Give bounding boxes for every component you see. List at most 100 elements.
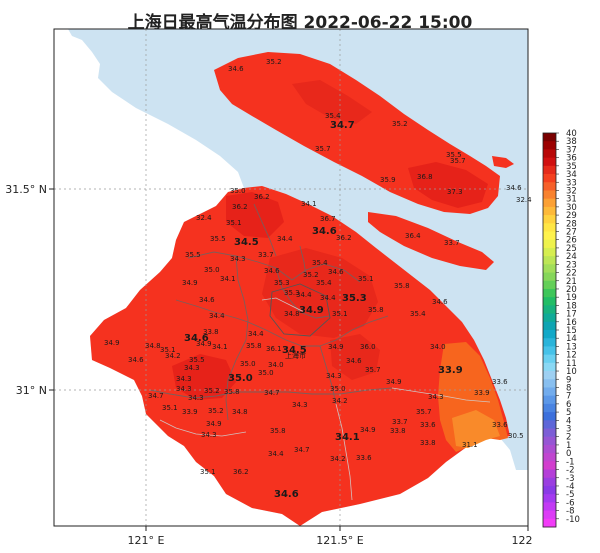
temp-label: 34.3 <box>184 364 200 372</box>
colorbar-label: -3 <box>566 474 574 484</box>
temp-label: 35.0 <box>258 369 274 377</box>
temp-label: 35.9 <box>380 176 396 184</box>
colorbar-label: 24 <box>566 252 577 262</box>
temp-label: 35.2 <box>303 271 319 279</box>
temp-label: 34.4 <box>268 450 284 458</box>
temp-label: 34.2 <box>165 352 181 360</box>
hot-region-west <box>172 354 236 400</box>
temp-label: 35.7 <box>315 145 331 153</box>
colorbar-label: 28 <box>566 219 577 229</box>
colorbar-swatch <box>543 502 556 511</box>
colorbar-swatch <box>543 141 556 150</box>
colorbar-label: 17 <box>566 310 577 320</box>
temp-label: 35.8 <box>270 427 286 435</box>
temp-label: 34.3 <box>230 255 246 263</box>
city-center <box>269 283 331 337</box>
colorbar-label: -4 <box>566 482 574 492</box>
colorbar-label: 0 <box>566 449 571 459</box>
temp-label: 34.1 <box>335 432 360 443</box>
temp-label: 36.2 <box>254 193 270 201</box>
colorbar-label: 10 <box>566 367 577 377</box>
temp-label: 33.9 <box>182 408 198 416</box>
colorbar-label: 40 <box>566 129 577 139</box>
temp-label: 36.7 <box>320 215 336 223</box>
temp-label: 34.4 <box>296 291 312 299</box>
colorbar-swatch <box>543 297 556 306</box>
temp-label: 34.2 <box>332 397 348 405</box>
colorbar-swatch <box>543 174 556 183</box>
map-title: 上海日最高气温分布图 2022-06-22 15:00 <box>127 13 473 33</box>
temp-label: 34.3 <box>176 385 192 393</box>
temp-label: 35.0 <box>240 360 256 368</box>
temp-label: 37.3 <box>447 188 463 196</box>
colorbar-swatch <box>543 494 556 503</box>
temp-label: 34.9 <box>360 426 376 434</box>
colorbar-swatch <box>543 371 556 380</box>
temp-label: 35.3 <box>342 293 367 304</box>
temp-label: 34.4 <box>248 330 264 338</box>
temp-label: 33.9 <box>474 389 490 397</box>
colorbar-swatch <box>543 280 556 290</box>
colorbar-label: 38 <box>566 137 577 147</box>
temp-label: 35.5 <box>185 251 201 259</box>
temp-label: 33.7 <box>444 239 460 247</box>
temp-label: 34.7 <box>148 392 164 400</box>
colorbar-label: -5 <box>566 490 574 500</box>
temp-label: 33.6 <box>420 421 436 429</box>
temp-label: 34.6 <box>128 356 144 364</box>
y-tick-31: 31° N <box>16 384 47 397</box>
temp-label: 34.9 <box>104 339 120 347</box>
colorbar-swatch <box>543 330 556 339</box>
temp-label: 34.9 <box>299 305 324 316</box>
colorbar-label: 15 <box>566 326 577 336</box>
colorbar-label: 11 <box>566 359 577 369</box>
colorbar-swatch <box>543 510 556 520</box>
colorbar-swatch <box>543 403 556 413</box>
colorbar-label: 25 <box>566 244 577 254</box>
colorbar-label: 22 <box>566 269 577 279</box>
colorbar-swatch <box>543 321 556 331</box>
temp-label: 35.1 <box>160 346 176 354</box>
y-tick-31-5: 31.5° N <box>5 183 47 196</box>
colorbar-swatch <box>543 182 556 191</box>
grid-lines <box>54 29 528 526</box>
colorbar-swatch <box>543 453 556 462</box>
temp-label: 34.4 <box>209 312 225 320</box>
colorbar-label: 8 <box>566 383 571 393</box>
temp-label: 35.5 <box>446 151 462 159</box>
outside-land-south <box>300 436 528 526</box>
colorbar-label: 6 <box>566 400 571 410</box>
colorbar-label: 19 <box>566 293 577 303</box>
temp-label: 35.2 <box>204 387 220 395</box>
colorbar-label: 4 <box>566 416 571 426</box>
temp-label: 35.0 <box>228 373 253 384</box>
colorbar-swatch <box>543 223 556 232</box>
temp-label: 35.5 <box>210 235 226 243</box>
temp-label: 35.1 <box>332 310 348 318</box>
temp-label: 33.6 <box>492 378 508 386</box>
colorbar-swatch <box>543 379 556 388</box>
temp-label: 34.9 <box>182 279 198 287</box>
colorbar-swatch <box>543 485 556 495</box>
colorbar-swatch <box>543 264 556 273</box>
temp-label: 35.3 <box>284 289 300 297</box>
district-boundaries <box>149 203 393 421</box>
temp-label: 34.3 <box>201 431 217 439</box>
temp-label: 34.6 <box>346 357 362 365</box>
temp-label: 34.5 <box>282 345 307 356</box>
colorbar-frame <box>542 132 557 528</box>
temp-label: 34.6 <box>199 296 215 304</box>
colorbar-swatch <box>543 362 556 372</box>
colorbar-label: -8 <box>566 507 574 517</box>
x-tick-121-5: 121.5° E <box>316 534 363 547</box>
temp-label: 34.8 <box>284 310 300 318</box>
temp-label: 32.4 <box>196 214 212 222</box>
temp-label: 35.1 <box>162 404 178 412</box>
colorbar-label: 36 <box>566 154 577 164</box>
colorbar-label: 29 <box>566 211 577 221</box>
colorbar: 4038373635343332313029282726252423222120… <box>543 129 580 528</box>
temp-label: 33.9 <box>438 365 463 376</box>
colorbar-label: 23 <box>566 260 577 270</box>
colorbar-label: 16 <box>566 318 577 328</box>
temp-label: 34.3 <box>428 393 444 401</box>
